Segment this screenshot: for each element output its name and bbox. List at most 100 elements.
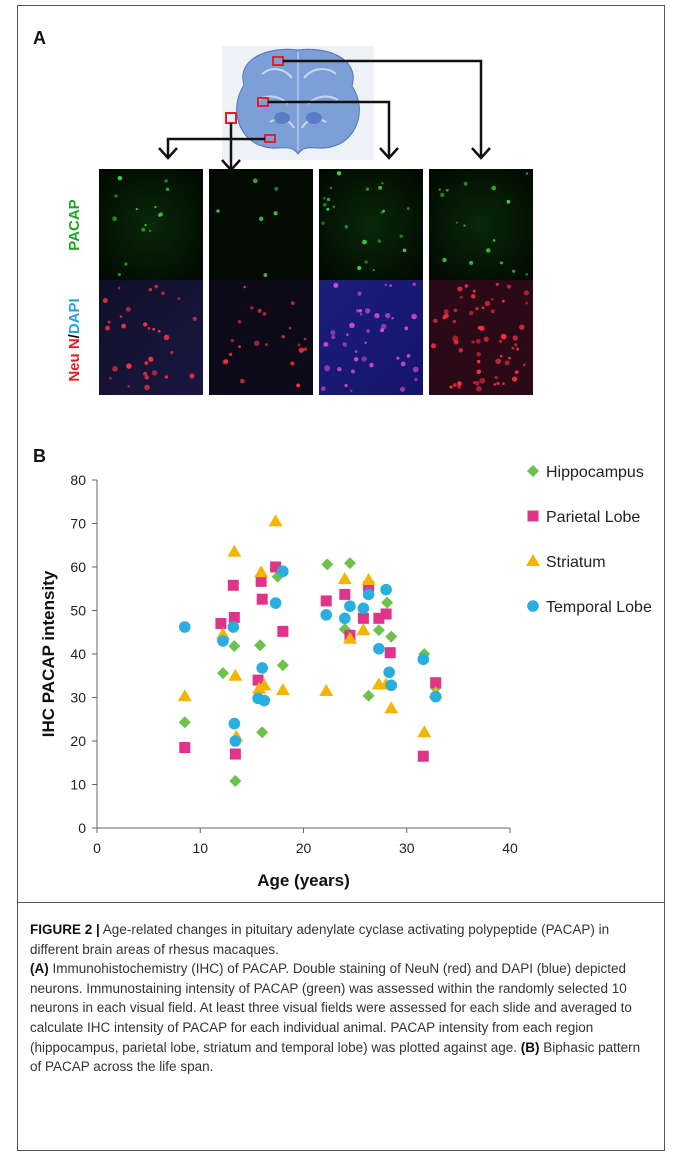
parietal-lobe-point xyxy=(320,595,332,607)
y-tick-label: 80 xyxy=(70,472,86,488)
pacap-cell-dot xyxy=(485,248,491,253)
pacap-cell-dot xyxy=(440,192,445,197)
neun-cell-dot xyxy=(483,336,489,342)
neun-cell-dot xyxy=(452,319,456,324)
striatum-point xyxy=(417,725,432,738)
parietal-lobe-point xyxy=(357,612,369,624)
neun-cell-dot xyxy=(457,381,462,386)
temporal-lobe-point xyxy=(383,666,395,679)
neun-cell-dot xyxy=(512,335,518,341)
neun-cell-dot xyxy=(297,343,301,347)
pacap-cell-dot xyxy=(263,273,268,277)
parietal-lobe-point xyxy=(417,750,429,762)
neun-cell-dot xyxy=(262,312,267,316)
pacap-cell-dot xyxy=(463,181,468,186)
neun-cell-dot xyxy=(494,375,498,380)
neun-cell-dot xyxy=(296,383,301,388)
pacap-cell-dot xyxy=(323,197,326,200)
hippocampus-point xyxy=(343,557,356,570)
legend-striatum-label: Striatum xyxy=(546,554,606,571)
neun-cell-dot xyxy=(476,359,481,364)
pacap-cell-dot xyxy=(357,265,362,271)
neun-cell-dot xyxy=(433,318,438,324)
legend-hippocampus-marker xyxy=(527,465,539,477)
hippocampus-point xyxy=(321,558,334,571)
neun-cell-dot xyxy=(511,347,515,350)
neun-cell-dot xyxy=(457,286,463,292)
caption-title: Age-related changes in pituitary adenyla… xyxy=(30,922,610,957)
neun-cell-dot xyxy=(499,354,503,358)
hippocampus-point xyxy=(338,623,351,636)
panel-a-label: A xyxy=(33,28,46,48)
parietal-lobe-point xyxy=(270,561,282,573)
pacap-cell-dot xyxy=(438,188,441,191)
pacap-cell-dot xyxy=(455,221,458,224)
y-tick-label: 30 xyxy=(70,690,86,706)
pacap-cell-dot xyxy=(406,207,410,210)
temporal-lobe-point xyxy=(258,694,271,707)
neun-cell-dot xyxy=(500,333,507,340)
pacap-cell-dot xyxy=(365,187,370,191)
neun-cell-dot xyxy=(192,316,197,321)
temporal-lobe-point xyxy=(339,612,351,625)
y-tick-label: 50 xyxy=(70,603,86,619)
neun-cell-dot xyxy=(391,316,394,320)
neun-cell-dot xyxy=(380,328,385,333)
neun-cell-dot xyxy=(453,308,458,313)
pacap-cell-dot xyxy=(148,229,152,232)
x-tick-label: 20 xyxy=(296,840,312,856)
y-tick-label: 40 xyxy=(70,646,86,662)
neun-cell-dot xyxy=(303,337,307,341)
pacap-cell-dot xyxy=(124,262,128,266)
pacap-cell-dot xyxy=(332,205,335,208)
striatum-point xyxy=(337,572,352,585)
neun-cell-dot xyxy=(522,363,526,367)
neun-cell-dot xyxy=(147,327,151,330)
neun-cell-dot xyxy=(476,352,481,357)
parietal-lobe-point xyxy=(277,625,289,637)
neun-cell-dot xyxy=(163,334,170,341)
neun-cell-dot xyxy=(170,350,174,355)
x-tick-label: 30 xyxy=(399,840,415,856)
neun-cell-dot xyxy=(452,335,459,342)
striatum-point xyxy=(384,701,399,714)
hippocampus-point xyxy=(178,716,191,729)
microscopy-grid xyxy=(99,169,533,395)
pacap-cell-dot xyxy=(382,209,385,213)
pacap-cell-dot xyxy=(329,186,333,190)
neun-cell-dot xyxy=(125,306,131,312)
neun-cell-dot xyxy=(366,329,370,334)
pacap-cell-dot xyxy=(114,194,118,198)
neun-cell-dot xyxy=(495,358,502,365)
neun-cell-dot xyxy=(321,386,326,392)
hippocampus-point xyxy=(229,775,242,788)
pacap-cell-dot xyxy=(112,216,117,222)
neun-cell-dot xyxy=(237,319,242,324)
neun-cell-dot xyxy=(144,384,150,391)
pacap-cell-dot xyxy=(273,211,278,216)
hippocampus-point xyxy=(385,630,398,643)
temporal-lobe-point xyxy=(217,635,229,647)
neun-cell-dot xyxy=(353,357,359,362)
neun-cell-dot xyxy=(452,383,457,387)
temporal-lobe-point xyxy=(429,690,442,703)
panel-a-figure: PACAP Neu N/DAPI xyxy=(66,46,533,395)
neun-dapi-row-label: Neu N/DAPI xyxy=(66,298,83,381)
caption-figure-label: FIGURE 2 | xyxy=(30,922,100,937)
temporal-lobe-point xyxy=(344,600,356,612)
striatum-point xyxy=(268,514,283,527)
neun-cell-dot xyxy=(464,284,469,288)
cell-dots xyxy=(102,171,530,393)
neun-cell-dot xyxy=(238,345,241,349)
x-tick-label: 40 xyxy=(502,840,518,856)
neun-cell-dot xyxy=(152,327,156,331)
neun-cell-dot xyxy=(506,284,512,289)
x-tick-label: 0 xyxy=(93,840,101,856)
pacap-cell-dot xyxy=(252,178,258,184)
striatum-point xyxy=(275,683,290,696)
neun-cell-dot xyxy=(476,369,482,374)
neun-cell-dot xyxy=(476,385,482,392)
neun-cell-dot xyxy=(369,362,374,368)
y-tick-label: 10 xyxy=(70,777,86,793)
neun-cell-dot xyxy=(290,301,295,305)
